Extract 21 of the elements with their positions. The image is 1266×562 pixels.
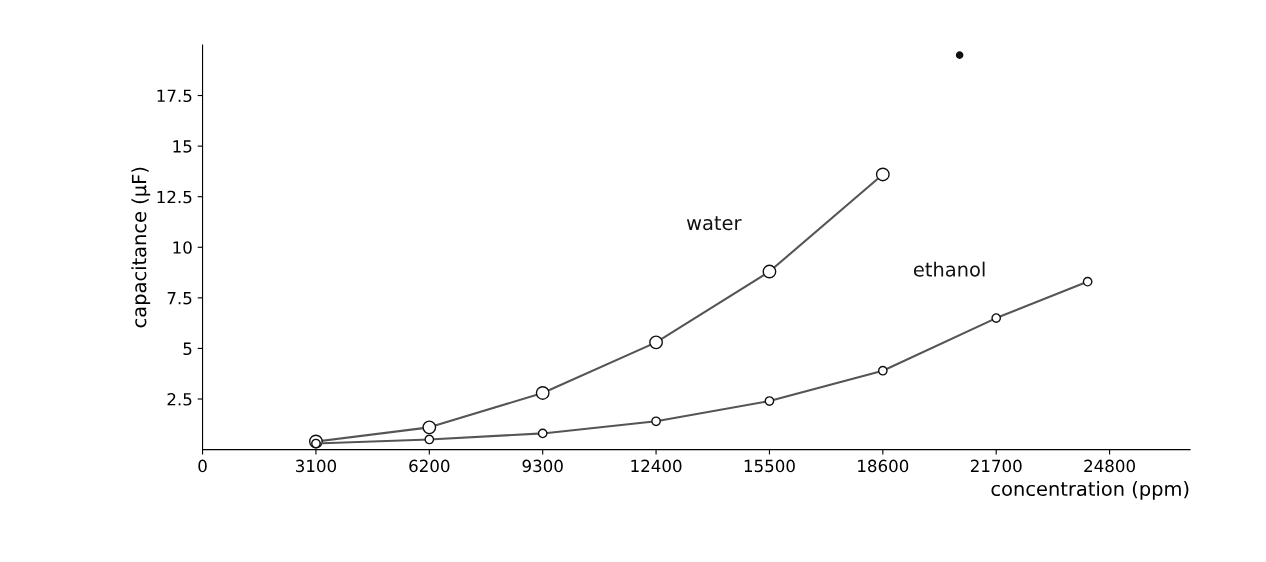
x-axis-title: concentration (ppm) [991, 481, 1189, 500]
y-tick-label: 5 [183, 342, 192, 356]
y-axis-title: capacitance (μF) [131, 167, 151, 328]
x-tick-label: 0 [198, 459, 207, 473]
y-tick-label: 10 [173, 241, 192, 254]
x-tick-label: 9300 [522, 459, 563, 473]
y-tick-label: 15 [173, 140, 192, 153]
y-tick-label: 2.5 [167, 392, 192, 406]
y-tick-label: 7.5 [167, 292, 192, 305]
point [955, 51, 964, 59]
x-tick-label: 15500 [744, 459, 795, 473]
x-tick-label: 18600 [858, 459, 909, 473]
x-tick-label: 3100 [296, 459, 337, 473]
x-tick-label: 6200 [409, 459, 450, 473]
text: water [686, 216, 742, 231]
x-tick-label: 21700 [970, 459, 1022, 473]
y-tick-label: 17.5 [157, 89, 192, 103]
series-label: ethanol [913, 261, 985, 277]
y-tick-label: 12.5 [157, 190, 192, 204]
x-tick-label: 12400 [631, 459, 682, 473]
x-tick-label: 24800 [1084, 459, 1135, 473]
